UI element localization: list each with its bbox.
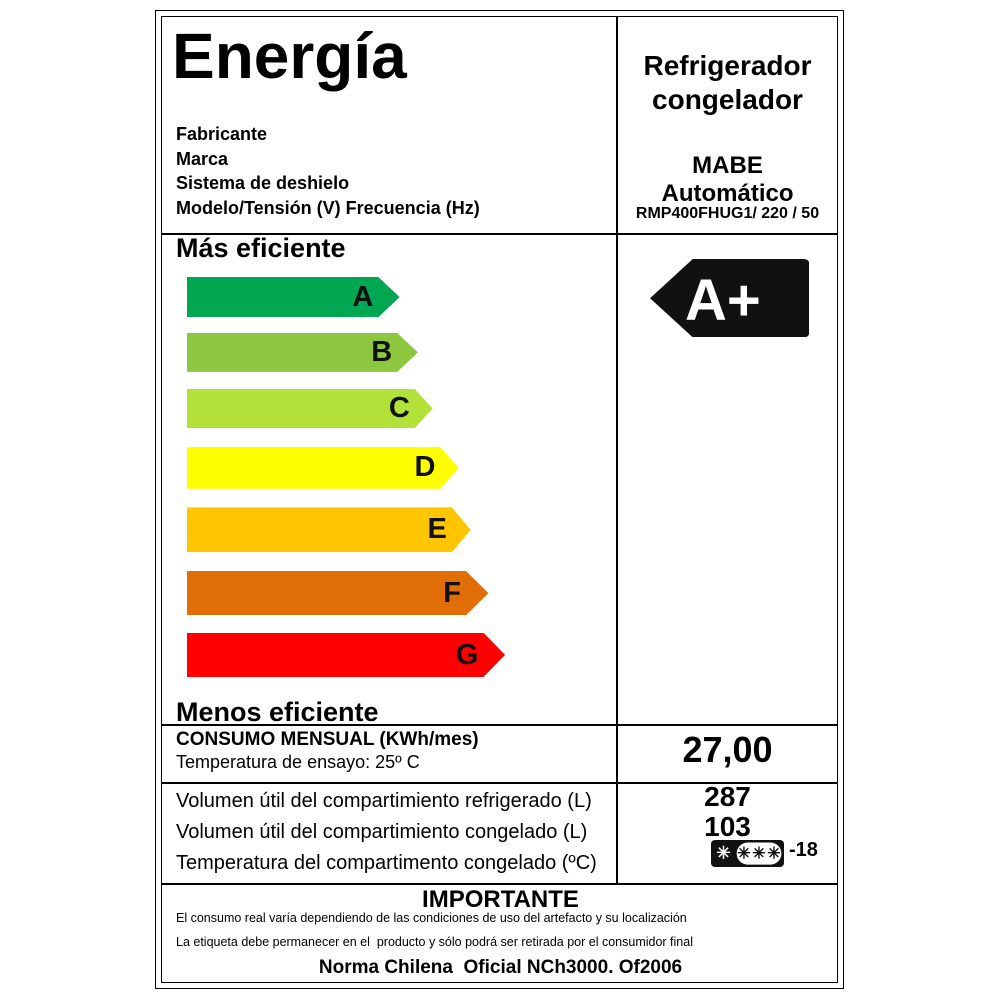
svg-text:A+: A+	[685, 269, 761, 333]
svg-text:✳: ✳	[716, 844, 730, 863]
svg-text:✳: ✳	[737, 846, 750, 863]
svg-text:✳: ✳	[767, 846, 780, 863]
svg-text:✳: ✳	[752, 846, 765, 863]
